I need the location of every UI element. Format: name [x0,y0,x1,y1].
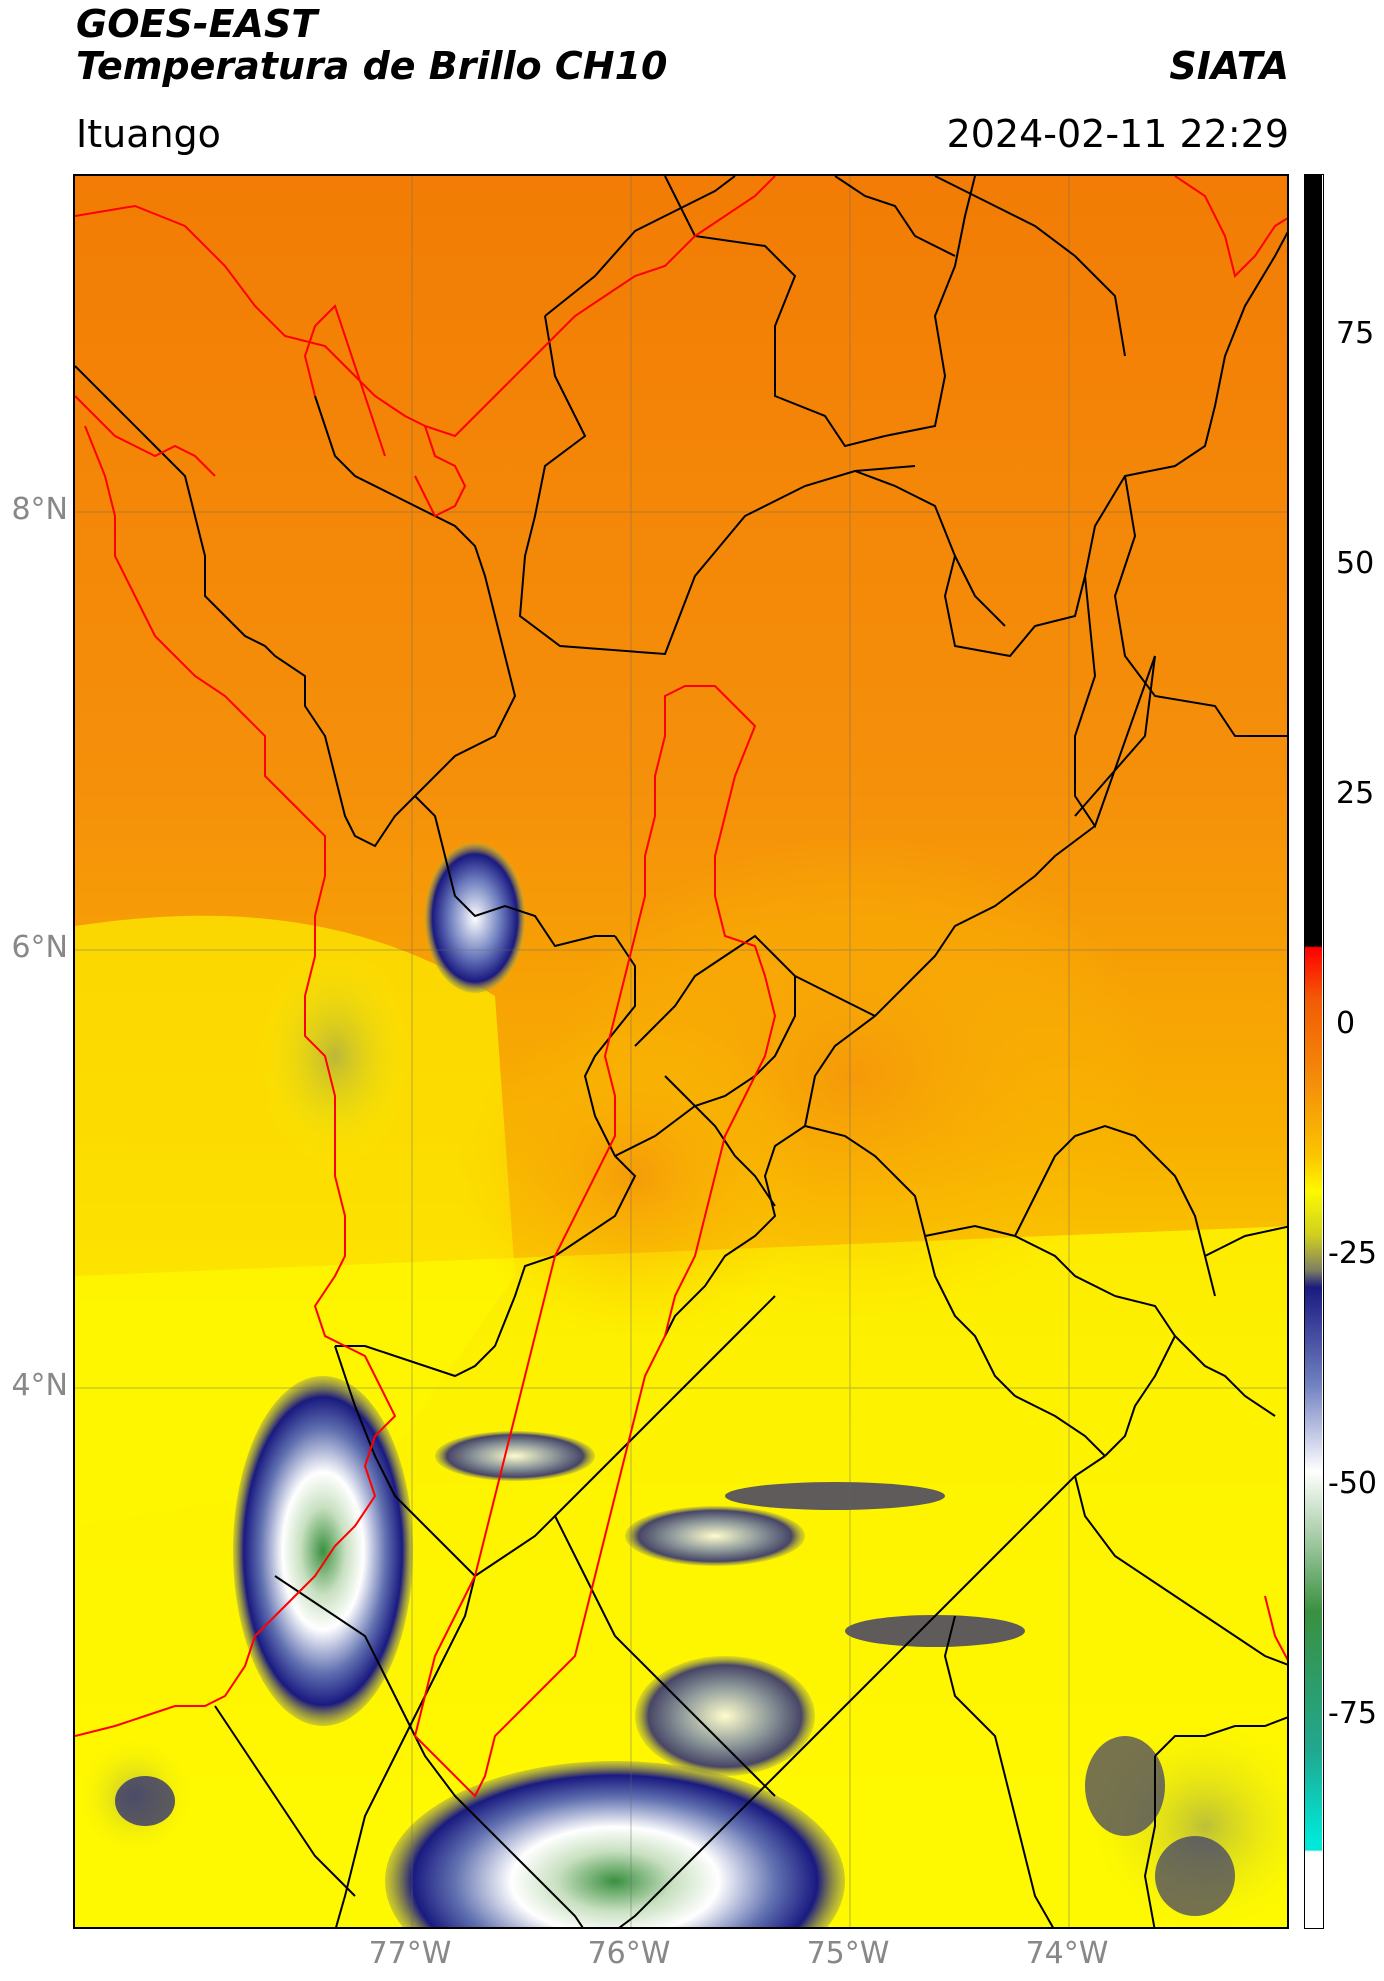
cloud-streak-2 [625,1506,805,1566]
cloud-cell-7 [1085,1736,1165,1836]
colorbar-tick-neg75: -75 [1328,1696,1377,1731]
cloud-cell-5 [635,1656,815,1776]
colorbar-tick-0: 0 [1336,1006,1356,1041]
title-product: Temperatura de Brillo CH10 [76,44,668,88]
cloud-cell-south [385,1761,845,1927]
cloud-cell-8 [1155,1836,1235,1916]
cloud-cell-pacific [233,1376,413,1726]
location-label: Ituango [76,112,221,156]
lat-label-6n: 6°N [11,930,68,965]
brightness-temperature-map[interactable] [73,174,1289,1929]
lon-label-76w: 76°W [587,1936,671,1971]
lon-label-77w: 77°W [368,1936,452,1971]
coastline [75,176,1287,1798]
graticule [75,176,1287,1927]
cloud-streak-1 [435,1431,595,1481]
haze-west [255,946,415,1166]
colorbar-gradient [1305,175,1322,1927]
colorbar-tick-25: 25 [1336,776,1375,811]
cloud-cell-ituango [425,843,525,993]
lon-label-75w: 75°W [806,1936,890,1971]
title-satellite: GOES-EAST [76,2,318,46]
colorbar-tick-neg50: -50 [1328,1466,1377,1501]
colorbar-tick-50: 50 [1336,546,1375,581]
lat-label-4n: 4°N [11,1368,68,1403]
cloud-streak-3 [725,1482,945,1510]
lat-label-8n: 8°N [11,492,68,527]
colorbar [1304,174,1324,1929]
admin-borders [75,176,1287,1927]
cloud-cell-6 [115,1776,175,1826]
datetime-label: 2024-02-11 22:29 [946,112,1289,156]
colorbar-tick-75: 75 [1336,316,1375,351]
cloud-streak-4 [845,1615,1025,1647]
map-canvas [75,176,1287,1927]
colorbar-tick-neg25: -25 [1328,1236,1377,1271]
southern-yellow-field [75,1226,1287,1927]
organization-label: SIATA [1169,44,1289,88]
lon-label-74w: 74°W [1025,1936,1109,1971]
